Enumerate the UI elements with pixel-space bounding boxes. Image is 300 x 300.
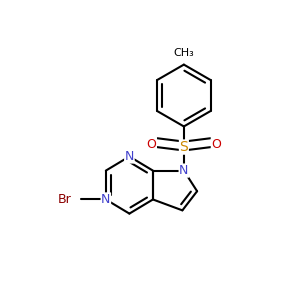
Text: S: S <box>179 140 188 154</box>
Text: CH₃: CH₃ <box>173 48 194 58</box>
Text: O: O <box>146 138 156 151</box>
Text: N: N <box>101 193 110 206</box>
Text: N: N <box>125 150 134 163</box>
Text: O: O <box>211 138 221 151</box>
Text: Br: Br <box>58 193 72 206</box>
Text: N: N <box>179 164 188 177</box>
